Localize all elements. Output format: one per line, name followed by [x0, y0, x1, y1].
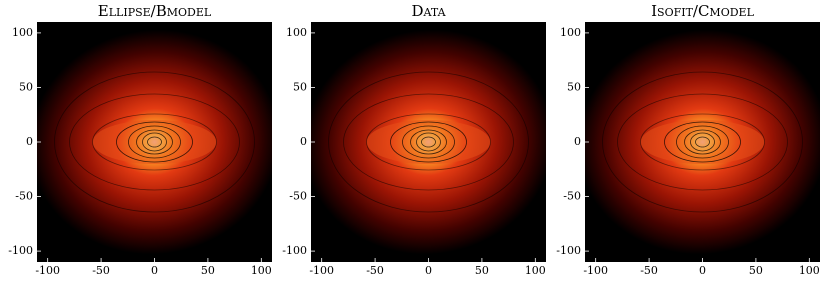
y-tick-label: -50 [15, 190, 33, 203]
y-tick-label: 50 [19, 80, 33, 93]
y-tick-label: 0 [300, 135, 307, 148]
contour [116, 121, 193, 163]
y-tick-label: -100 [282, 244, 307, 257]
contour [136, 129, 173, 155]
x-tick-label: 100 [799, 264, 820, 277]
y-tick-label: 0 [26, 135, 33, 148]
contour [128, 125, 181, 159]
y-tick-label: 100 [12, 26, 33, 39]
x-tick-label: 50 [201, 264, 215, 277]
panel-title: Isofit/Cmodel [651, 2, 754, 20]
y-tick-label: 50 [293, 80, 307, 93]
contour [640, 113, 765, 171]
x-tick-label: -100 [309, 264, 334, 277]
y-tick-label: 50 [567, 80, 581, 93]
contour [328, 71, 529, 213]
contour [617, 93, 788, 191]
x-tick-label: -100 [35, 264, 60, 277]
contour [402, 125, 455, 159]
x-tick-label: 0 [699, 264, 706, 277]
image-panel [311, 22, 546, 262]
contour [695, 136, 710, 148]
image-core [366, 120, 491, 164]
x-tick-label: 50 [749, 264, 763, 277]
y-tick-label: 0 [574, 135, 581, 148]
contour [69, 93, 240, 191]
contour [664, 121, 741, 163]
y-tick-label: -100 [8, 244, 33, 257]
x-tick-label: -50 [366, 264, 384, 277]
contour [390, 121, 467, 163]
contour [690, 132, 715, 152]
contour [602, 71, 803, 213]
x-tick-label: 100 [251, 264, 272, 277]
contour [421, 136, 436, 148]
image-core [92, 120, 217, 164]
x-tick-label: -100 [583, 264, 608, 277]
contour [684, 129, 721, 155]
image-panel [585, 22, 820, 262]
x-tick-label: 50 [475, 264, 489, 277]
y-tick-label: 100 [560, 26, 581, 39]
contour [416, 132, 441, 152]
y-tick-label: -100 [556, 244, 581, 257]
contour [366, 113, 491, 171]
x-tick-label: 0 [425, 264, 432, 277]
y-tick-label: -50 [289, 190, 307, 203]
image-panel [37, 22, 272, 262]
contour [92, 113, 217, 171]
panel-title: Ellipse/Bmodel [98, 2, 212, 20]
x-tick-label: -50 [92, 264, 110, 277]
x-tick-label: -50 [640, 264, 658, 277]
y-tick-label: 100 [286, 26, 307, 39]
panel-title: Data [411, 2, 446, 20]
contour [410, 129, 447, 155]
image-core [640, 120, 765, 164]
contour [142, 132, 167, 152]
x-tick-label: 100 [525, 264, 546, 277]
y-tick-label: -50 [563, 190, 581, 203]
contour [343, 93, 514, 191]
contour [676, 125, 729, 159]
contour [54, 71, 255, 213]
contour [147, 136, 162, 148]
x-tick-label: 0 [151, 264, 158, 277]
